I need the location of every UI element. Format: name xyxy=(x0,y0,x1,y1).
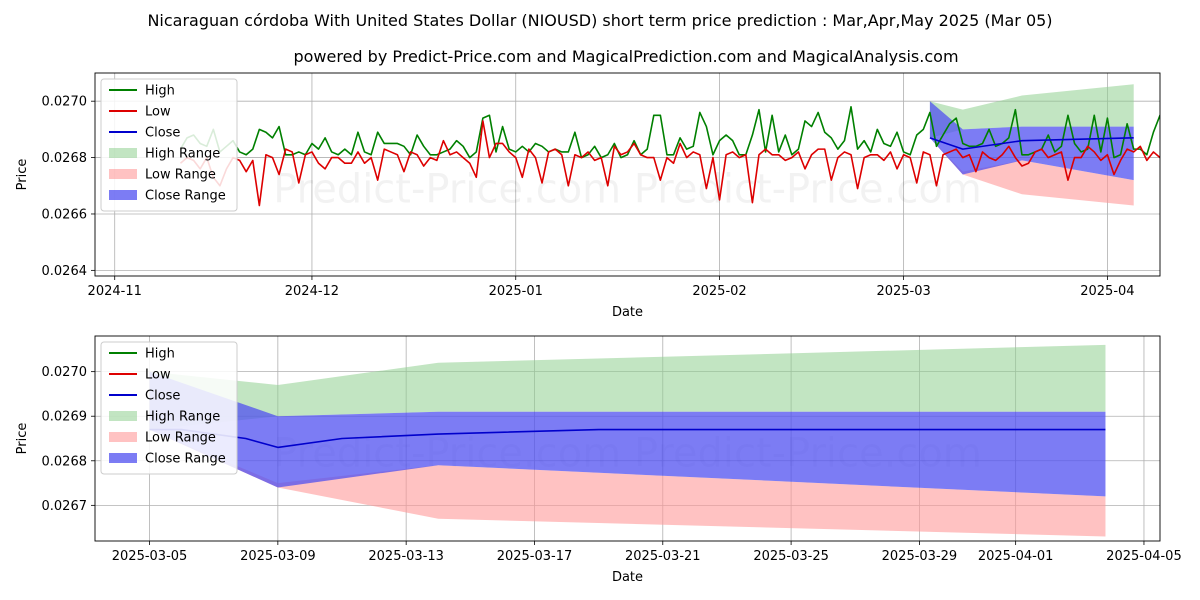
y-tick-label: 0.0270 xyxy=(42,95,88,110)
legend-swatch-low-range xyxy=(109,169,137,179)
y-tick-label: 0.0267 xyxy=(42,499,88,514)
x-tick-label: 2025-04-01 xyxy=(978,549,1054,564)
legend-label: Low xyxy=(145,105,171,120)
x-tick-label: 2025-03-21 xyxy=(625,549,701,564)
chart-panel-1: 2024-11 2024-12 2025-01 2025-02 2025-03 2025-… xyxy=(15,72,1161,320)
legend-swatch-low-range xyxy=(109,432,137,442)
y-tick-label: 0.0268 xyxy=(42,151,88,166)
legend-swatch-high-range xyxy=(109,148,137,158)
x-tick-label: 2025-03-29 xyxy=(882,549,958,564)
x-tick-label: 2025-03-25 xyxy=(753,549,829,564)
legend-label: High xyxy=(145,84,175,99)
legend-label: High Range xyxy=(145,410,220,425)
chart-subtitle: powered by Predict-Price.com and Magical… xyxy=(293,47,958,66)
y-axis-label: Price xyxy=(15,423,30,455)
legend-label: High Range xyxy=(145,147,220,162)
x-axis-label: Date xyxy=(612,305,643,320)
x-tick-label: 2025-04 xyxy=(1080,284,1134,299)
x-tick-label: 2025-01 xyxy=(489,284,543,299)
y-tick-label: 0.0266 xyxy=(42,207,88,222)
chart-title: Nicaraguan córdoba With United States Do… xyxy=(147,11,1052,30)
legend-label: Close Range xyxy=(145,452,226,467)
axes-frame xyxy=(94,72,1161,277)
high-series-line xyxy=(179,106,1160,159)
x-tick-label: 2025-03-05 xyxy=(112,549,188,564)
close-range-band xyxy=(149,371,1106,497)
legend: High Low Close High Range Low Range Close Ran… xyxy=(100,341,238,475)
legend-label: High xyxy=(145,347,175,362)
legend-label: Low xyxy=(145,368,171,383)
low-range-band xyxy=(149,429,1106,537)
x-tick-label: 2024-11 xyxy=(88,284,142,299)
plot-area xyxy=(149,344,1106,537)
axes-frame xyxy=(94,335,1161,542)
legend-swatch-close-range xyxy=(109,190,137,200)
y-tick-label: 0.0270 xyxy=(42,365,88,380)
legend-label: Low Range xyxy=(145,431,216,446)
y-tick-label: 0.0268 xyxy=(42,454,88,469)
x-tick-label: 2025-03-13 xyxy=(368,549,444,564)
y-tick-label: 0.0264 xyxy=(42,264,88,279)
x-tick-label: 2024-12 xyxy=(285,284,339,299)
high-range-band xyxy=(149,344,1106,430)
legend-label: Close xyxy=(145,126,180,141)
legend-swatch-close-range xyxy=(109,453,137,463)
x-tick-label: 2025-03-09 xyxy=(240,549,316,564)
x-tick-label: 2025-03-17 xyxy=(497,549,573,564)
legend: High Low Close High Range Low Range Close Ran… xyxy=(100,78,238,212)
x-tick-label: 2025-03 xyxy=(876,284,930,299)
y-axis-label: Price xyxy=(15,159,30,191)
x-tick-label: 2025-02 xyxy=(692,284,746,299)
legend-label: Low Range xyxy=(145,168,216,183)
legend-label: Close xyxy=(145,389,180,404)
x-axis-label: Date xyxy=(612,570,643,585)
plot-area xyxy=(179,84,1160,207)
y-tick-label: 0.0269 xyxy=(42,410,88,425)
low-series-line xyxy=(179,120,1160,207)
low-range-band xyxy=(929,137,1134,206)
x-tick-label: 2025-04-05 xyxy=(1106,549,1182,564)
chart-panel-2: 2025-03-05 2025-03-09 2025-03-13 2025-03-17… xyxy=(15,335,1182,585)
watermark: Predict-Price.com Predict-Price.com xyxy=(273,167,982,213)
legend-label: Close Range xyxy=(145,189,226,204)
high-range-band xyxy=(929,84,1134,138)
close-series-line xyxy=(929,137,1134,150)
legend-swatch-high-range xyxy=(109,411,137,421)
